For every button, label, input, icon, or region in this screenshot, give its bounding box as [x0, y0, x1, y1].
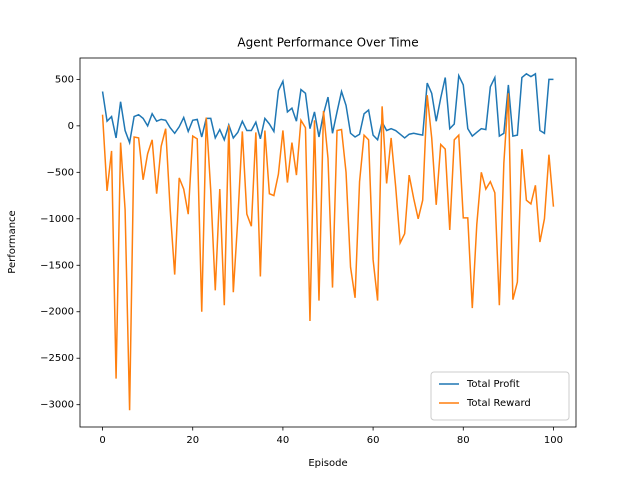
y-tick-label: 500 — [55, 74, 74, 85]
legend-box — [430, 371, 570, 421]
y-tick-label: −1500 — [40, 260, 74, 271]
line-series — [101, 93, 555, 411]
x-tick-label: 20 — [186, 435, 199, 446]
y-tick-label: 0 — [68, 121, 74, 132]
legend-label: Total Profit — [466, 379, 520, 390]
x-tick-label: 40 — [277, 435, 290, 446]
y-axis-label: Performance — [7, 210, 18, 273]
y-tick-label: −3000 — [40, 400, 74, 411]
y-tick-label: −1000 — [40, 214, 74, 225]
x-tick-label: 60 — [367, 435, 380, 446]
x-tick-label: 80 — [457, 435, 470, 446]
y-tick-label: −500 — [47, 167, 74, 178]
chart-title: Agent Performance Over Time — [237, 36, 418, 50]
x-tick-label: 100 — [544, 435, 563, 446]
y-tick-label: −2000 — [40, 307, 74, 318]
line-series — [101, 72, 554, 146]
legend-label: Total Reward — [466, 398, 531, 409]
x-tick-label: 0 — [99, 435, 105, 446]
x-axis-label: Episode — [308, 458, 347, 469]
y-tick-label: −2500 — [40, 353, 74, 364]
plot-frame — [79, 57, 577, 428]
